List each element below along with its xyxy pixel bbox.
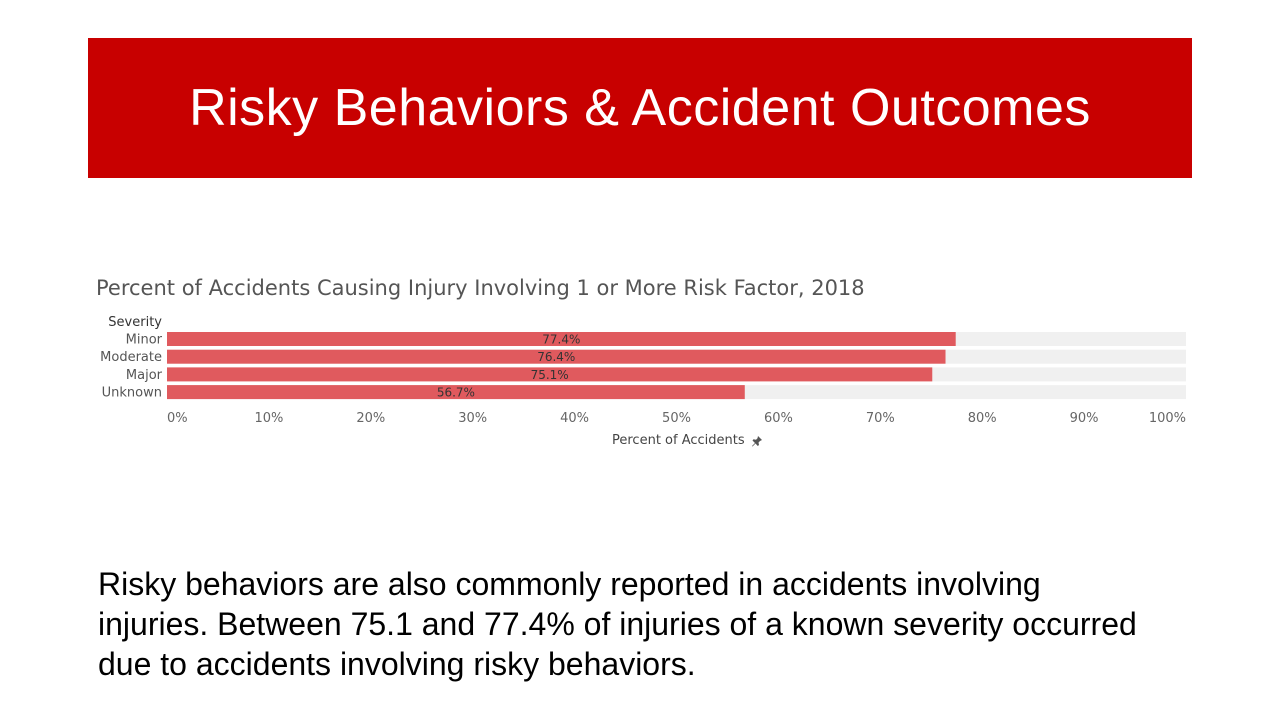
title-banner: Risky Behaviors & Accident Outcomes <box>88 38 1192 178</box>
data-label-unknown: 56.7% <box>437 386 475 400</box>
pin-icon[interactable] <box>751 435 763 447</box>
x-tick-label: 100% <box>1149 411 1186 426</box>
category-label-minor: Minor <box>126 333 163 348</box>
x-tick-label: 90% <box>1070 411 1099 426</box>
bar-chart: Severity Minor 77.4% Moderate 76.4% Major 75.1… <box>100 315 1186 426</box>
x-tick-label: 80% <box>968 411 997 426</box>
data-label-moderate: 76.4% <box>537 350 575 364</box>
category-label-unknown: Unknown <box>102 386 162 401</box>
bar-unknown <box>167 385 745 400</box>
bar-major <box>167 367 933 382</box>
x-tick-label: 40% <box>560 411 589 426</box>
data-label-minor: 77.4% <box>542 333 580 347</box>
x-axis-title-group: Percent of Accidents <box>612 433 763 448</box>
x-tick-label: 50% <box>662 411 691 426</box>
bar-minor <box>167 332 956 346</box>
category-label-moderate: Moderate <box>100 350 162 365</box>
chart-title: Percent of Accidents Causing Injury Invo… <box>96 276 865 300</box>
x-tick-label: 0% <box>167 411 188 426</box>
category-label-major: Major <box>126 368 163 383</box>
x-tick-label: 30% <box>458 411 487 426</box>
x-tick-label: 70% <box>866 411 895 426</box>
slide-title: Risky Behaviors & Accident Outcomes <box>189 79 1091 137</box>
category-header: Severity <box>108 315 162 330</box>
x-tick-label: 20% <box>356 411 385 426</box>
bar-moderate <box>167 349 946 364</box>
slide-body-text: Risky behaviors are also commonly report… <box>98 566 1137 682</box>
x-axis-title: Percent of Accidents <box>612 433 745 448</box>
x-tick-label: 10% <box>254 411 283 426</box>
x-tick-label: 60% <box>764 411 793 426</box>
data-label-major: 75.1% <box>531 368 569 382</box>
